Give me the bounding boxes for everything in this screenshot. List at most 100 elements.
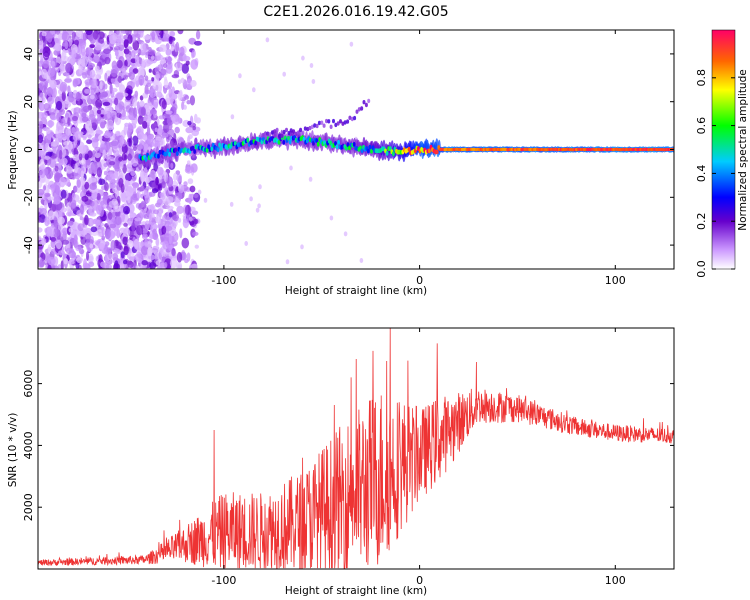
heat-cell	[173, 172, 177, 182]
heat-cell	[288, 139, 292, 145]
heat-cell	[210, 146, 214, 152]
heat-cell	[45, 146, 51, 152]
heat-cell	[329, 124, 333, 129]
heat-cell	[103, 132, 112, 139]
heat-cell	[88, 177, 97, 183]
heat-cell	[62, 158, 68, 165]
heat-cell	[38, 241, 45, 246]
heat-cell	[325, 118, 328, 124]
heat-cell	[104, 182, 109, 192]
heat-cell	[230, 114, 235, 120]
heat-cell	[81, 112, 87, 118]
heat-cell	[41, 164, 46, 170]
heat-cell	[74, 163, 78, 174]
colorbar-tick-label: 0.0	[695, 260, 708, 278]
heat-cell	[309, 63, 314, 68]
colorbar-gradient	[712, 30, 735, 269]
heat-cell	[346, 142, 350, 148]
heat-cell	[359, 258, 364, 263]
heat-cell	[155, 71, 160, 79]
heat-cell	[141, 58, 145, 68]
heat-cell	[128, 138, 133, 147]
heat-cell	[123, 246, 129, 256]
heat-cell	[77, 223, 84, 232]
heat-cell	[74, 39, 79, 46]
heat-cell	[46, 32, 53, 43]
heat-cell	[355, 109, 359, 114]
heat-cell	[76, 179, 81, 188]
heat-cell	[392, 151, 395, 157]
heat-cell	[334, 122, 338, 128]
heat-cell	[104, 228, 111, 240]
heat-cell	[80, 170, 85, 178]
heat-cell	[57, 216, 65, 225]
heat-cell	[334, 141, 337, 146]
heat-cell	[337, 139, 340, 145]
heat-cell	[156, 166, 164, 176]
heat-cell	[97, 242, 105, 250]
heat-cell	[59, 176, 66, 188]
heat-cell	[55, 100, 63, 111]
heat-cell	[92, 30, 99, 40]
heat-cell	[113, 263, 121, 269]
heat-cell	[50, 183, 56, 193]
heat-cell	[141, 245, 149, 256]
heat-cell	[182, 55, 191, 62]
heat-cell	[84, 224, 88, 236]
heat-cell	[113, 46, 121, 51]
heat-cell	[294, 131, 298, 136]
heat-cell	[42, 85, 47, 94]
heat-cell	[100, 91, 108, 98]
heat-cell	[50, 237, 57, 242]
heat-cell	[57, 163, 62, 174]
heat-cell	[94, 65, 100, 72]
heat-cell	[83, 258, 87, 269]
heat-cell	[335, 144, 339, 150]
heat-cell	[114, 97, 119, 106]
heat-cell	[139, 95, 144, 101]
heat-cell	[38, 71, 42, 76]
heat-cell	[360, 106, 364, 111]
heat-cell	[38, 134, 44, 144]
heat-cell	[107, 211, 113, 220]
heat-cell	[170, 257, 178, 269]
heat-cell	[89, 218, 94, 227]
heat-cell	[139, 100, 145, 107]
heat-cell	[46, 86, 54, 97]
heat-cell	[127, 240, 134, 248]
heat-cell	[183, 104, 187, 110]
heat-cell	[47, 96, 55, 105]
heat-cell	[185, 60, 190, 66]
heat-cell	[113, 170, 119, 179]
heat-cell	[102, 262, 110, 269]
heat-cell	[139, 106, 146, 116]
heat-cell	[190, 80, 197, 87]
heat-cell	[184, 258, 189, 264]
heat-cell	[407, 146, 411, 152]
heat-cell	[194, 113, 198, 123]
heat-cell	[68, 143, 72, 154]
heat-cell	[123, 34, 129, 41]
heat-cell	[128, 71, 135, 80]
heat-cell	[48, 210, 55, 221]
heat-cell	[71, 126, 76, 134]
heat-cell	[79, 145, 87, 154]
heat-cell	[150, 248, 159, 254]
heat-cell	[87, 134, 92, 139]
heat-cell	[110, 182, 116, 189]
heat-cell	[190, 263, 198, 269]
heat-cell	[289, 128, 293, 133]
heat-cell	[151, 188, 159, 194]
heat-cell	[177, 191, 182, 200]
heat-cell	[263, 131, 267, 136]
heat-cell	[238, 73, 242, 79]
colorbar-label: Normalized spectral amplitude	[737, 69, 749, 230]
heat-cell	[166, 176, 173, 188]
heat-cell	[126, 185, 134, 197]
heat-cell	[315, 123, 319, 129]
heat-cell	[322, 123, 326, 128]
heat-cell	[72, 132, 79, 142]
heat-cell	[77, 39, 86, 46]
heat-cell	[275, 127, 279, 133]
